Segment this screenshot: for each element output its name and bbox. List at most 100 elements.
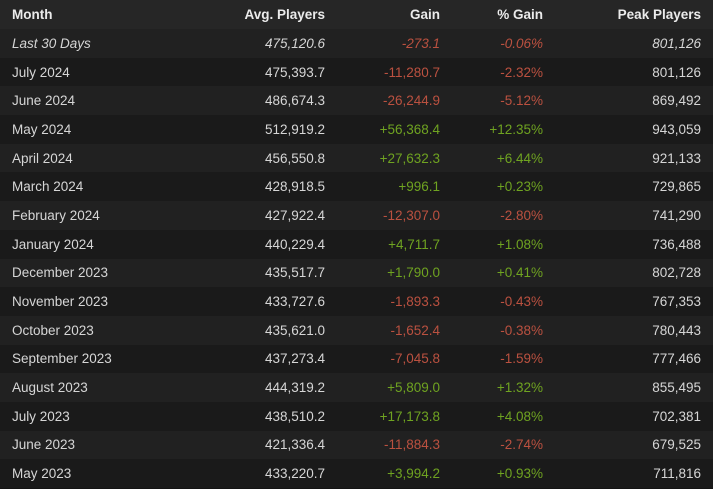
pct-gain-cell: -0.06% bbox=[500, 35, 543, 51]
table-row: November 2023 433,727.6 -1,893.3 -0.43% 767,… bbox=[0, 287, 713, 316]
pct-gain-cell: -2.32% bbox=[500, 64, 543, 80]
avg-players-cell: 427,922.4 bbox=[264, 207, 325, 223]
avg-players-cell: 456,550.8 bbox=[264, 150, 325, 166]
pct-gain-cell: +0.41% bbox=[496, 265, 543, 281]
gain-cell: +3,994.2 bbox=[387, 466, 440, 482]
pct-gain-cell: -0.43% bbox=[500, 294, 543, 310]
gain-cell: -1,652.4 bbox=[390, 322, 440, 338]
month-cell: June 2023 bbox=[12, 437, 76, 453]
avg-players-cell: 475,120.6 bbox=[264, 35, 325, 51]
month-cell: February 2024 bbox=[12, 207, 100, 223]
table-row: October 2023 435,621.0 -1,652.4 -0.38% 780,4… bbox=[0, 315, 713, 345]
peak-players-cell: 736,488 bbox=[652, 236, 701, 252]
table-row: July 2024 475,393.7 -11,280.7 -2.32% 801,126 bbox=[0, 57, 713, 87]
avg-players-cell: 437,273.4 bbox=[264, 351, 325, 367]
avg-players-cell: 486,674.3 bbox=[264, 93, 325, 109]
table-row: April 2024 456,550.8 +27,632.3 +6.44% 921,13… bbox=[0, 143, 713, 173]
month-cell: May 2023 bbox=[12, 466, 72, 482]
peak-players-cell: 780,443 bbox=[652, 322, 701, 338]
gain-cell: +5,809.0 bbox=[387, 380, 440, 396]
month-cell: September 2023 bbox=[12, 351, 112, 367]
month-cell: March 2024 bbox=[12, 179, 84, 195]
pct-gain-cell: +0.23% bbox=[496, 179, 543, 195]
pct-gain-cell: +6.44% bbox=[496, 150, 543, 166]
gain-cell: +56,368.4 bbox=[379, 121, 440, 137]
pct-gain-cell: +0.93% bbox=[496, 466, 543, 482]
table-row: September 2023 437,273.4 -7,045.8 -1.59% 777… bbox=[0, 344, 713, 374]
pct-gain-cell: -5.12% bbox=[500, 93, 543, 109]
table-row: Last 30 Days 475,120.6 -273.1 -0.06% 801,126 bbox=[0, 29, 713, 58]
month-cell: October 2023 bbox=[12, 322, 94, 338]
peak-players-cell: 869,492 bbox=[652, 93, 701, 109]
table-row: December 2023 435,517.7 +1,790.0 +0.41% 802,… bbox=[0, 258, 713, 288]
avg-players-cell: 438,510.2 bbox=[264, 408, 325, 424]
peak-players-cell: 801,126 bbox=[652, 35, 701, 51]
pct-gain-cell: +4.08% bbox=[496, 408, 543, 424]
pct-gain-cell: -2.74% bbox=[500, 437, 543, 453]
month-cell: April 2024 bbox=[12, 150, 73, 166]
peak-players-cell: 921,133 bbox=[652, 150, 701, 166]
peak-players-cell: 729,865 bbox=[652, 179, 701, 195]
peak-players-cell: 767,353 bbox=[652, 294, 701, 310]
gain-cell: -7,045.8 bbox=[390, 351, 440, 367]
month-cell: December 2023 bbox=[12, 265, 109, 281]
gain-cell: -12,307.0 bbox=[382, 207, 440, 223]
table-header: Month Avg. Players Gain% Gain Peak Players bbox=[0, 0, 713, 29]
table-row: June 2024 486,674.3 -26,244.9 -5.12% 869,492 bbox=[0, 86, 713, 116]
avg-players-cell: 475,393.7 bbox=[264, 64, 325, 80]
month-cell: January 2024 bbox=[12, 236, 94, 252]
gain-cell: -26,244.9 bbox=[382, 93, 440, 109]
gain-cell: -11,884.3 bbox=[383, 437, 440, 453]
table-row: January 2024 440,229.4 +4,711.7 +1.08% 736,4… bbox=[0, 229, 713, 259]
table-row: February 2024 427,922.4 -12,307.0 -2.80% 741… bbox=[0, 201, 713, 230]
avg-players-cell: 444,319.2 bbox=[264, 380, 325, 396]
avg-players-cell: 435,517.7 bbox=[264, 265, 325, 281]
table-row: August 2023 444,319.2 +5,809.0 +1.32% 855,49… bbox=[0, 373, 713, 402]
gain-cell: +4,711.7 bbox=[388, 236, 440, 252]
avg-players-cell: 433,727.6 bbox=[264, 294, 325, 310]
month-cell: May 2024 bbox=[12, 121, 72, 137]
column-header-peak-players: Peak Players bbox=[555, 0, 713, 29]
month-cell: August 2023 bbox=[12, 380, 88, 396]
gain-cell: +996.1 bbox=[398, 179, 440, 195]
gain-cell: +27,632.3 bbox=[379, 150, 440, 166]
month-cell: June 2024 bbox=[12, 93, 76, 109]
avg-players-cell: 428,918.5 bbox=[264, 179, 325, 195]
pct-gain-cell: +1.32% bbox=[496, 380, 543, 396]
peak-players-cell: 802,728 bbox=[652, 265, 701, 281]
month-cell: July 2023 bbox=[12, 408, 70, 424]
table-row: March 2024 428,918.5 +996.1 +0.23% 729,865 bbox=[0, 172, 713, 202]
pct-gain-cell: -2.80% bbox=[500, 207, 543, 223]
avg-players-cell: 440,229.4 bbox=[264, 236, 325, 252]
peak-players-cell: 855,495 bbox=[652, 380, 701, 396]
column-header-gain: % Gain bbox=[452, 0, 555, 29]
pct-gain-cell: +1.08% bbox=[496, 236, 543, 252]
peak-players-cell: 943,059 bbox=[652, 121, 701, 137]
table-row: May 2023 433,220.7 +3,994.2 +0.93% 711,816 bbox=[0, 459, 713, 488]
gain-cell: -273.1 bbox=[401, 35, 440, 51]
avg-players-cell: 435,621.0 bbox=[264, 322, 325, 338]
table-header-row: Month Avg. Players Gain% Gain Peak Players bbox=[0, 0, 713, 29]
column-header-gain: Gain bbox=[337, 0, 452, 29]
peak-players-cell: 679,525 bbox=[652, 437, 701, 453]
gain-cell: -11,280.7 bbox=[383, 64, 440, 80]
table-row: June 2023 421,336.4 -11,884.3 -2.74% 679,525 bbox=[0, 430, 713, 460]
gain-cell: +17,173.8 bbox=[379, 408, 440, 424]
gain-cell: +1,790.0 bbox=[387, 265, 440, 281]
avg-players-cell: 433,220.7 bbox=[264, 466, 325, 482]
avg-players-cell: 421,336.4 bbox=[264, 437, 325, 453]
gain-cell: -1,893.3 bbox=[390, 294, 440, 310]
table-row: July 2023 438,510.2 +17,173.8 +4.08% 702,381 bbox=[0, 401, 713, 431]
peak-players-cell: 702,381 bbox=[652, 408, 701, 424]
pct-gain-cell: -1.59% bbox=[500, 351, 543, 367]
column-header-month: Month bbox=[0, 0, 225, 29]
month-cell: Last 30 Days bbox=[12, 35, 91, 51]
month-cell: November 2023 bbox=[12, 294, 109, 310]
avg-players-cell: 512,919.2 bbox=[264, 121, 325, 137]
column-header-avg-players: Avg. Players bbox=[225, 0, 337, 29]
peak-players-cell: 741,290 bbox=[652, 207, 701, 223]
table-body: Last 30 Days 475,120.6 -273.1 -0.06% 801,126… bbox=[0, 29, 713, 488]
peak-players-cell: 711,816 bbox=[653, 466, 701, 482]
pct-gain-cell: +12.35% bbox=[489, 121, 543, 137]
